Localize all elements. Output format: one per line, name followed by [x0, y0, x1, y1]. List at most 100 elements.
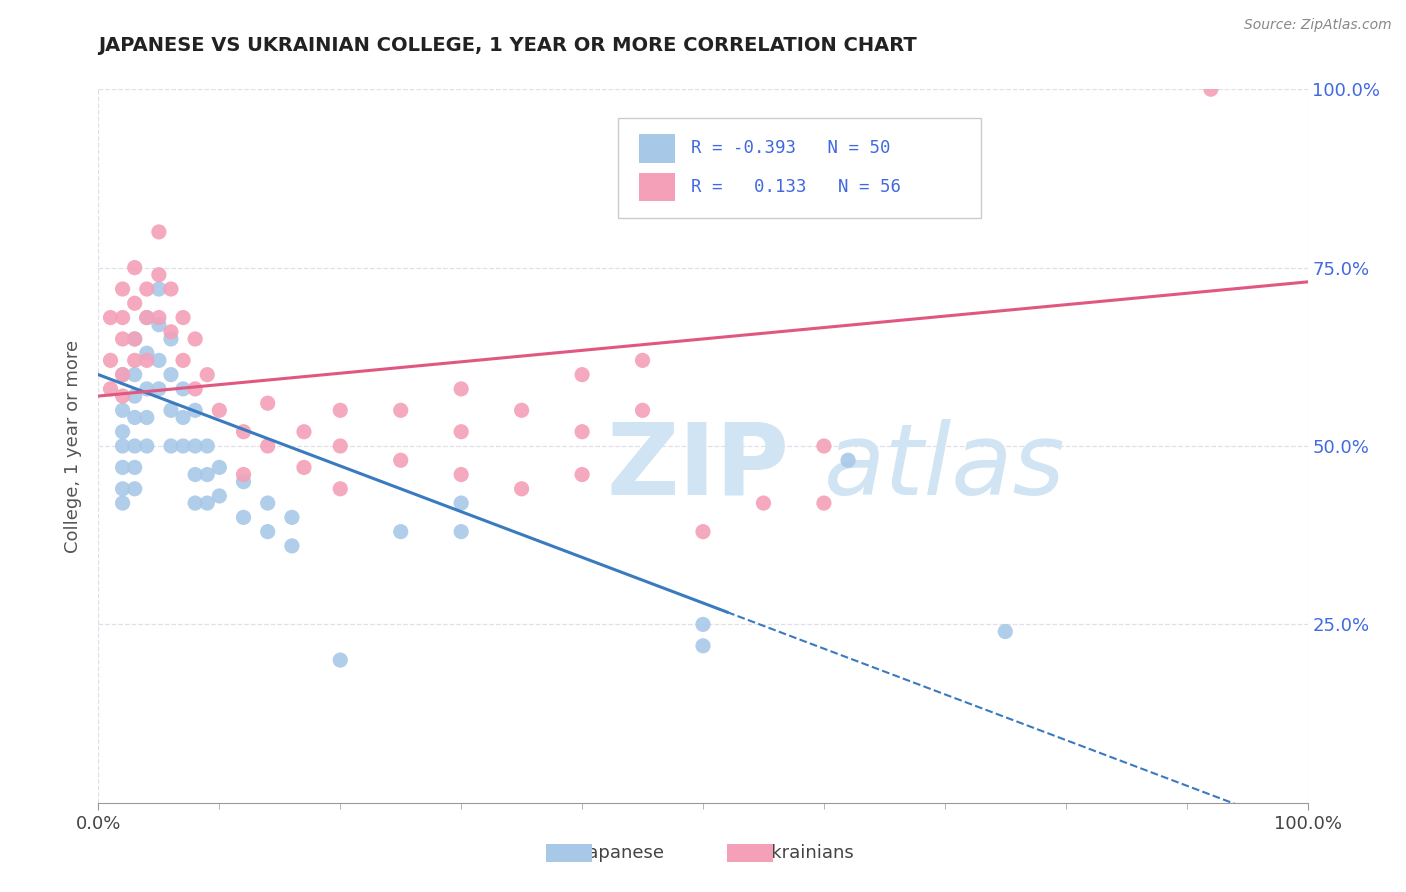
- Point: [124, 368, 146, 382]
- Point: [389, 403, 412, 417]
- Point: [752, 496, 775, 510]
- Point: [571, 425, 593, 439]
- Point: [813, 496, 835, 510]
- Point: [631, 403, 654, 417]
- Text: Ukrainians: Ukrainians: [758, 844, 853, 862]
- Point: [135, 382, 157, 396]
- Point: [631, 353, 654, 368]
- Point: [111, 482, 134, 496]
- Point: [111, 439, 134, 453]
- Point: [571, 368, 593, 382]
- Point: [232, 467, 254, 482]
- Point: [389, 524, 412, 539]
- Point: [124, 410, 146, 425]
- Point: [195, 439, 218, 453]
- Point: [124, 482, 146, 496]
- Point: [111, 496, 134, 510]
- Point: [148, 225, 170, 239]
- Point: [111, 368, 134, 382]
- Point: [256, 524, 278, 539]
- Point: [571, 467, 593, 482]
- Text: Japanese: Japanese: [583, 844, 665, 862]
- Point: [208, 489, 231, 503]
- Point: [692, 639, 714, 653]
- Point: [111, 425, 134, 439]
- Point: [111, 282, 134, 296]
- Point: [160, 282, 183, 296]
- Text: R = -0.393   N = 50: R = -0.393 N = 50: [690, 139, 890, 157]
- Point: [100, 382, 122, 396]
- Point: [100, 353, 122, 368]
- Point: [208, 403, 231, 417]
- Point: [329, 403, 352, 417]
- Point: [111, 403, 134, 417]
- Point: [329, 439, 352, 453]
- Point: [111, 332, 134, 346]
- FancyBboxPatch shape: [619, 118, 981, 218]
- Point: [135, 439, 157, 453]
- Point: [124, 460, 146, 475]
- Point: [172, 310, 194, 325]
- Point: [135, 353, 157, 368]
- Point: [135, 282, 157, 296]
- Point: [111, 460, 134, 475]
- Point: [172, 439, 194, 453]
- Point: [510, 482, 533, 496]
- Point: [111, 310, 134, 325]
- Point: [148, 353, 170, 368]
- Point: [124, 389, 146, 403]
- Point: [256, 439, 278, 453]
- Point: [450, 496, 472, 510]
- Point: [148, 318, 170, 332]
- Point: [994, 624, 1017, 639]
- Point: [232, 425, 254, 439]
- Point: [195, 368, 218, 382]
- Point: [100, 310, 122, 325]
- Point: [124, 260, 146, 275]
- Point: [692, 617, 714, 632]
- Point: [135, 346, 157, 360]
- Text: ZIP: ZIP: [606, 419, 789, 516]
- Bar: [546, 844, 592, 862]
- Point: [172, 410, 194, 425]
- Point: [184, 403, 207, 417]
- Point: [813, 439, 835, 453]
- Text: R =   0.133   N = 56: R = 0.133 N = 56: [690, 178, 901, 196]
- Point: [184, 382, 207, 396]
- Point: [184, 439, 207, 453]
- Point: [135, 410, 157, 425]
- Point: [148, 382, 170, 396]
- Point: [450, 382, 472, 396]
- Point: [148, 310, 170, 325]
- Bar: [638, 173, 675, 202]
- Point: [124, 439, 146, 453]
- Point: [195, 496, 218, 510]
- Point: [135, 310, 157, 325]
- Point: [184, 332, 207, 346]
- Point: [148, 282, 170, 296]
- Point: [1199, 82, 1222, 96]
- Point: [195, 467, 218, 482]
- Bar: [727, 844, 773, 862]
- Point: [329, 482, 352, 496]
- Point: [232, 475, 254, 489]
- Text: Source: ZipAtlas.com: Source: ZipAtlas.com: [1244, 18, 1392, 32]
- Point: [124, 296, 146, 310]
- Point: [389, 453, 412, 467]
- Point: [124, 332, 146, 346]
- Point: [148, 268, 170, 282]
- Point: [124, 353, 146, 368]
- Text: atlas: atlas: [824, 419, 1066, 516]
- Point: [208, 460, 231, 475]
- Point: [232, 510, 254, 524]
- Point: [329, 653, 352, 667]
- Point: [256, 396, 278, 410]
- Point: [160, 332, 183, 346]
- Point: [510, 403, 533, 417]
- Bar: [638, 134, 675, 162]
- Point: [450, 524, 472, 539]
- Point: [160, 403, 183, 417]
- Point: [172, 353, 194, 368]
- Point: [184, 467, 207, 482]
- Point: [160, 325, 183, 339]
